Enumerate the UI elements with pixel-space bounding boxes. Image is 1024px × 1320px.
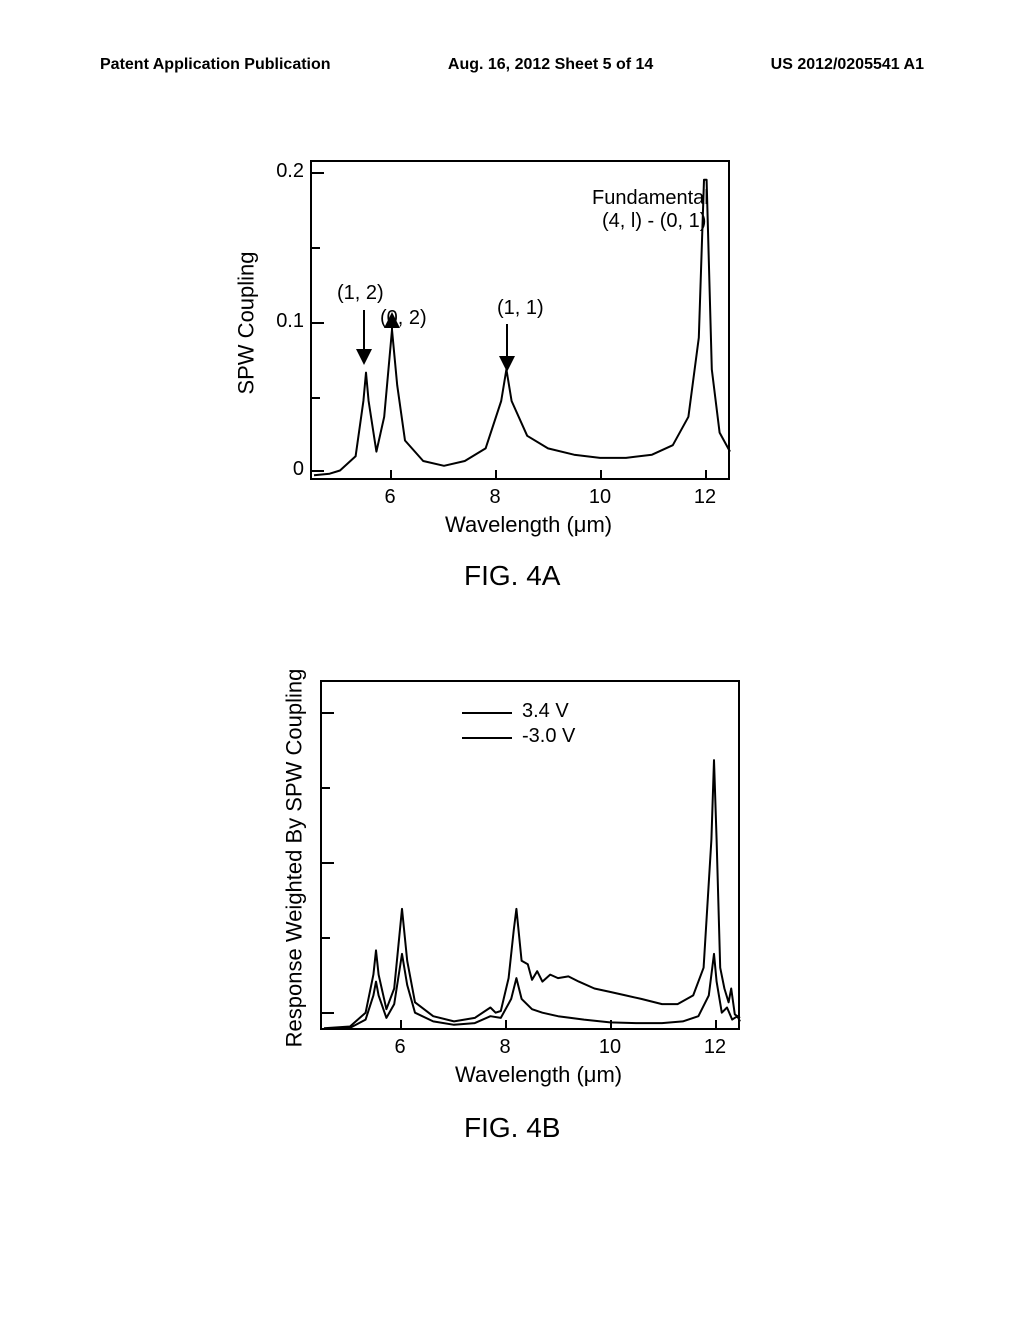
- fig4b-caption: FIG. 4B: [464, 1112, 560, 1144]
- header-left: Patent Application Publication: [100, 56, 331, 74]
- fig4b-xtick-12: 12: [701, 1036, 729, 1059]
- header-right: US 2012/0205541 A1: [771, 56, 924, 74]
- fig4a-annot-02: (0, 2): [380, 307, 427, 330]
- fig4a-annot-12: (1, 2): [337, 282, 384, 305]
- fig4a-xtick-6: 6: [380, 486, 400, 509]
- fig4a-caption: FIG. 4A: [464, 560, 560, 592]
- fig4a-ytick-0.1: 0.1: [266, 310, 304, 333]
- fig4a-xtick-12: 12: [691, 486, 719, 509]
- fig4b-legend-line-2: [462, 737, 512, 739]
- fig4b-legend-line-1: [462, 712, 512, 714]
- fig4a-annot-fund1: Fundamental: [592, 187, 709, 210]
- fig4a-chart-box: (1, 2) (0, 2) (1, 1) Fundamental (4, l) …: [310, 160, 730, 480]
- fig4a-annot-11: (1, 1): [497, 297, 544, 320]
- fig4a-annot-fund2: (4, l) - (0, 1): [602, 210, 706, 233]
- fig4a-xlabel: Wavelength (μm): [445, 512, 612, 538]
- page-header: Patent Application Publication Aug. 16, …: [100, 56, 924, 74]
- fig4a-xtick-10: 10: [586, 486, 614, 509]
- fig4a-ytick-0.2: 0.2: [266, 160, 304, 183]
- figure-4b: 3.4 V -3.0 V 6 8 10 12 Response Weighted…: [320, 680, 780, 1110]
- fig4b-xtick-10: 10: [596, 1036, 624, 1059]
- fig4a-ylabel: SPW Coupling: [234, 251, 260, 394]
- fig4a-xtick-8: 8: [485, 486, 505, 509]
- header-center: Aug. 16, 2012 Sheet 5 of 14: [448, 56, 653, 74]
- fig4b-xtick-8: 8: [495, 1036, 515, 1059]
- fig4b-ylabel: Response Weighted By SPW Coupling: [281, 669, 307, 1048]
- fig4b-xtick-6: 6: [390, 1036, 410, 1059]
- fig4b-xlabel: Wavelength (μm): [455, 1062, 622, 1088]
- fig4b-chart-box: 3.4 V -3.0 V: [320, 680, 740, 1030]
- fig4b-legend-label-2: -3.0 V: [522, 725, 575, 748]
- fig4a-ytick-0.0: 0: [266, 458, 304, 481]
- fig4b-legend-label-1: 3.4 V: [522, 700, 569, 723]
- figure-4a: (1, 2) (0, 2) (1, 1) Fundamental (4, l) …: [310, 160, 770, 560]
